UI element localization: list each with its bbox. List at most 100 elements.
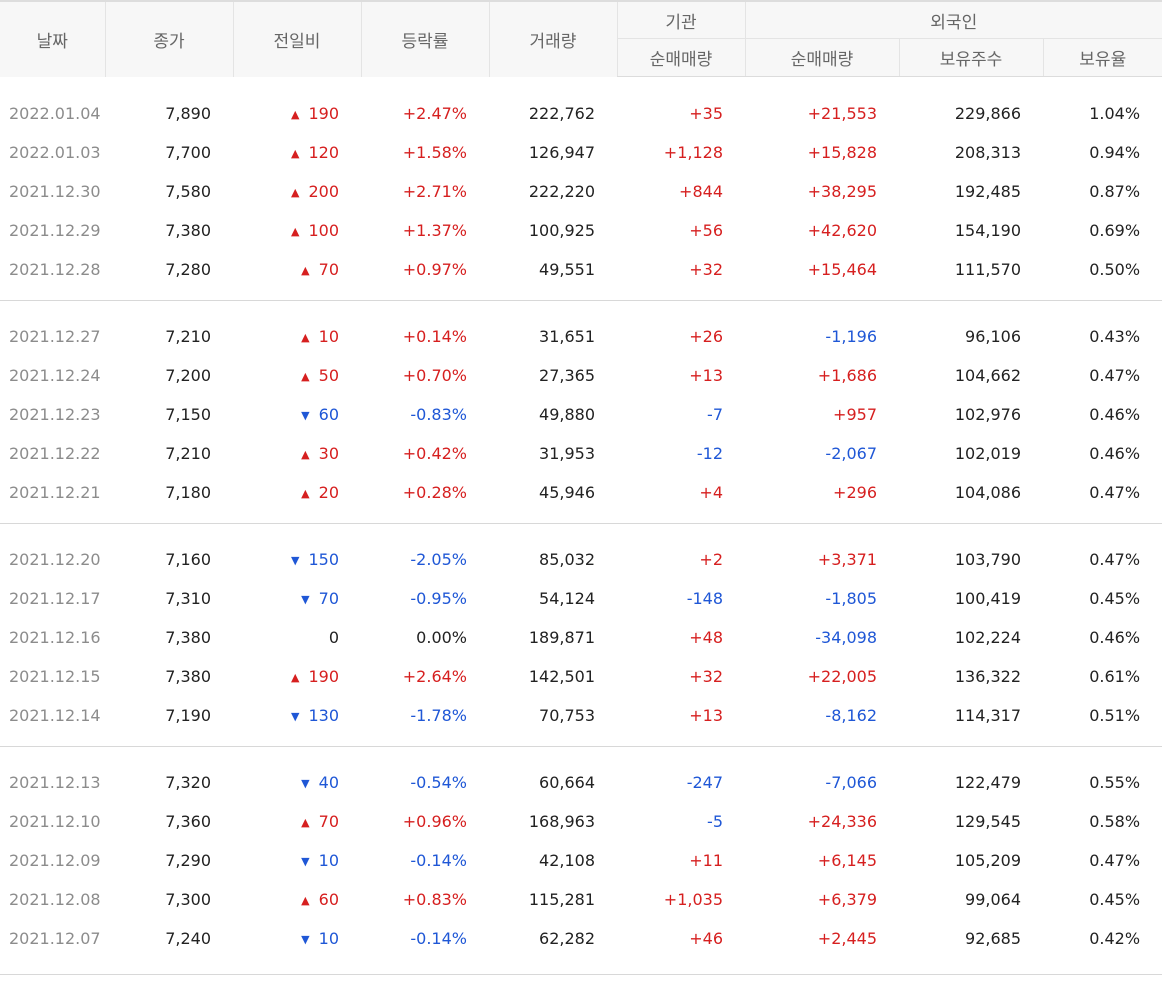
change-cell: ▲ 10 — [233, 317, 361, 356]
rate-cell: -1.78% — [410, 706, 467, 725]
table-row: 2021.12.13 7,320 ▼ 40 -0.54% 60,664 -247 -7,066… — [0, 763, 1162, 802]
table-row: 2021.12.10 7,360 ▲ 70 +0.96% 168,963 -5 +24,336… — [0, 802, 1162, 841]
change-cell: ▼ 150 — [233, 540, 361, 579]
inst-net-cell: -148 — [686, 589, 723, 608]
triangle-down-icon: ▼ — [301, 409, 310, 422]
triangle-down-icon: ▼ — [301, 933, 310, 946]
inst-net-cell: +56 — [689, 221, 723, 240]
change-value: 70 — [318, 260, 339, 279]
foreign-holdings-cell: 103,790 — [954, 550, 1021, 569]
triangle-up-icon: ▲ — [290, 671, 300, 684]
divider-cell — [0, 958, 1162, 975]
foreign-ratio-cell: 0.47% — [1089, 851, 1141, 870]
volume-cell: 54,124 — [539, 589, 595, 608]
foreign-holdings-cell: 102,019 — [954, 444, 1021, 463]
volume-cell: 27,365 — [539, 366, 595, 385]
rate-cell: -2.05% — [410, 550, 467, 569]
foreign-holdings-cell: 92,685 — [965, 929, 1021, 948]
foreign-net-cell: +22,005 — [807, 667, 877, 686]
close-cell: 7,180 — [165, 483, 211, 502]
divider-cell — [0, 289, 1162, 301]
foreign-net-cell: +15,464 — [807, 260, 877, 279]
foreign-ratio-cell: 0.47% — [1089, 366, 1141, 385]
table-row: 2021.12.28 7,280 ▲ 70 +0.97% 49,551 +32 +15,464… — [0, 250, 1162, 289]
foreign-holdings-cell: 114,317 — [954, 706, 1021, 725]
rate-cell: 0.00% — [416, 628, 467, 647]
foreign-ratio-cell: 0.46% — [1089, 444, 1141, 463]
rate-cell: +0.70% — [402, 366, 467, 385]
change-cell: ▲ 190 — [233, 94, 361, 133]
table-header: 날짜 종가 전일비 등락률 거래량 기관 외국인 순매매량 순매매량 보유주수 … — [0, 0, 1162, 77]
change-value: 40 — [318, 773, 339, 792]
change-value: 30 — [318, 444, 339, 463]
foreign-ratio-cell: 0.43% — [1089, 327, 1141, 346]
foreign-ratio-cell: 0.46% — [1089, 405, 1141, 424]
inst-net-cell: -12 — [696, 444, 723, 463]
foreign-holdings-cell: 208,313 — [954, 143, 1021, 162]
foreign-net-cell: +6,145 — [817, 851, 877, 870]
change-value: 100 — [308, 221, 339, 240]
inst-net-cell: +35 — [689, 104, 723, 123]
spacer-cell — [0, 747, 1162, 764]
close-cell: 7,300 — [165, 890, 211, 909]
close-cell: 7,210 — [165, 327, 211, 346]
triangle-up-icon: ▲ — [301, 264, 310, 277]
date-cell: 2021.12.27 — [9, 327, 101, 346]
triangle-up-icon: ▲ — [301, 448, 310, 461]
rate-cell: +2.47% — [402, 104, 467, 123]
inst-net-cell: +26 — [689, 327, 723, 346]
foreign-holdings-cell: 104,086 — [954, 483, 1021, 502]
volume-cell: 62,282 — [539, 929, 595, 948]
rate-cell: +0.14% — [402, 327, 467, 346]
change-value: 60 — [318, 890, 339, 909]
close-cell: 7,380 — [165, 221, 211, 240]
group-spacer — [0, 524, 1162, 541]
foreign-net-cell: +1,686 — [817, 366, 877, 385]
foreign-ratio-cell: 0.47% — [1089, 550, 1141, 569]
triangle-up-icon: ▲ — [290, 147, 300, 160]
close-cell: 7,700 — [165, 143, 211, 162]
date-cell: 2021.12.20 — [9, 550, 101, 569]
foreign-ratio-cell: 0.87% — [1089, 182, 1141, 201]
foreign-ratio-cell: 0.61% — [1089, 667, 1141, 686]
inst-net-cell: +1,128 — [663, 143, 723, 162]
col-header-foreign: 외국인 — [744, 0, 1162, 39]
change-cell: ▲ 30 — [233, 434, 361, 473]
volume-cell: 168,963 — [528, 812, 595, 831]
rate-cell: +0.42% — [402, 444, 467, 463]
group-spacer — [0, 747, 1162, 764]
foreign-net-cell: +3,371 — [817, 550, 877, 569]
foreign-net-cell: -1,805 — [825, 589, 877, 608]
date-cell: 2021.12.13 — [9, 773, 101, 792]
foreign-net-cell: +24,336 — [807, 812, 877, 831]
change-cell: ▲ 20 — [233, 473, 361, 512]
change-cell: ▲ 100 — [233, 211, 361, 250]
foreign-holdings-cell: 99,064 — [965, 890, 1021, 909]
foreign-holdings-cell: 105,209 — [954, 851, 1021, 870]
date-cell: 2021.12.10 — [9, 812, 101, 831]
triangle-up-icon: ▲ — [290, 225, 300, 238]
change-cell: ▲ 70 — [233, 802, 361, 841]
table-row: 2021.12.22 7,210 ▲ 30 +0.42% 31,953 -12 -2,067 1… — [0, 434, 1162, 473]
triangle-up-icon: ▲ — [290, 186, 300, 199]
triangle-down-icon: ▼ — [301, 593, 310, 606]
foreign-ratio-cell: 0.42% — [1089, 929, 1141, 948]
foreign-net-cell: +6,379 — [817, 890, 877, 909]
rate-cell: +1.58% — [402, 143, 467, 162]
change-value: 0 — [328, 628, 339, 647]
col-header-institution: 기관 — [616, 0, 745, 39]
group-spacer — [0, 301, 1162, 318]
divider-cell — [0, 735, 1162, 747]
close-cell: 7,210 — [165, 444, 211, 463]
group-divider — [0, 512, 1162, 524]
close-cell: 7,190 — [165, 706, 211, 725]
foreign-net-cell: +2,445 — [817, 929, 877, 948]
date-cell: 2021.12.17 — [9, 589, 101, 608]
rate-cell: -0.83% — [410, 405, 467, 424]
col-header-change: 전일비 — [232, 0, 361, 77]
foreign-net-cell: +38,295 — [807, 182, 877, 201]
date-cell: 2021.12.07 — [9, 929, 101, 948]
foreign-holdings-cell: 102,224 — [954, 628, 1021, 647]
close-cell: 7,240 — [165, 929, 211, 948]
